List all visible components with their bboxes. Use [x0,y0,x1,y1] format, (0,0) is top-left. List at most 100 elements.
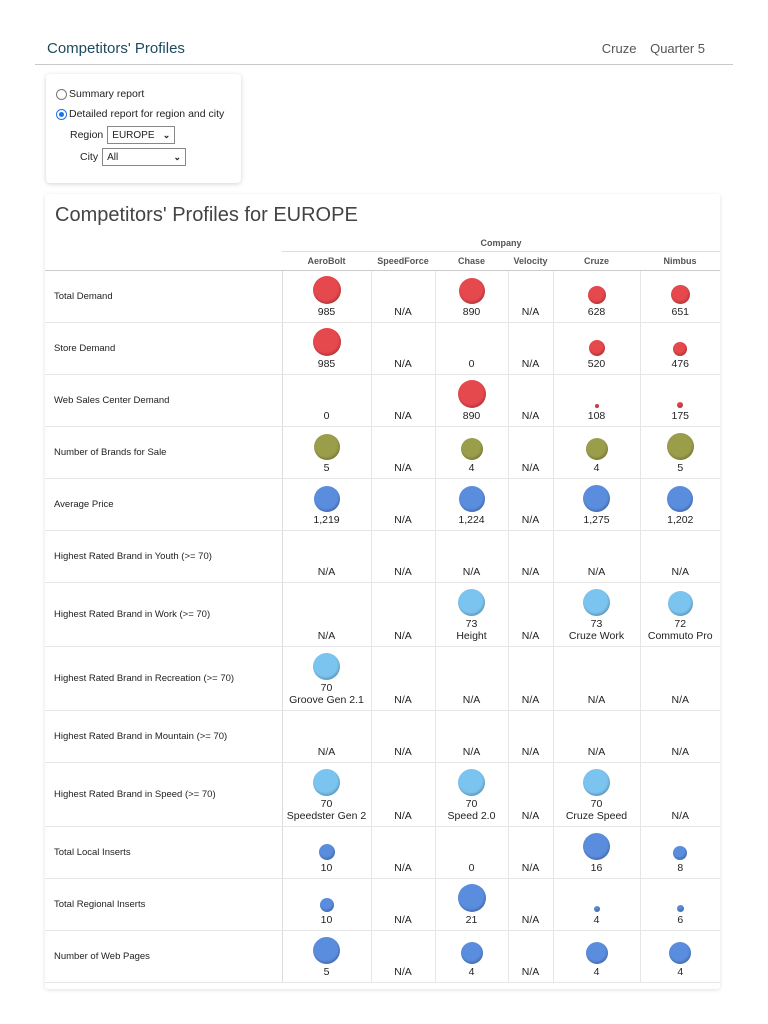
metric-label: Number of Brands for Sale [45,426,283,479]
table-row: Web Sales Center Demand 0 N/A 890 N/A 108 175 [45,374,720,427]
bubble-icon [669,941,692,964]
cell-value: N/A [394,913,412,926]
detailed-label: Detailed report for region and city [69,108,225,120]
bubble-icon [670,284,690,304]
data-cell: 520 [553,322,641,375]
data-cell: 0 [282,374,372,427]
data-cell: 985 [282,270,372,323]
bubble-icon [460,941,483,964]
summary-report-option[interactable]: Summary report [56,84,231,104]
cell-value: 70 [320,797,333,810]
cell-value: 4 [593,461,600,474]
table-row: Total Regional Inserts 10 N/A 21 N/A 4 6 [45,878,720,931]
page-title: Competitors' Profiles [47,40,185,57]
bubble-icon [458,768,485,796]
table-row: Highest Rated Brand in Youth (>= 70) N/A N… [45,530,720,583]
bubble-icon [458,485,485,512]
table-row: Highest Rated Brand in Recreation (>= 70… [45,646,720,711]
city-select[interactable]: All ⌄ [102,148,187,166]
bubble-icon [458,277,485,304]
data-cell: N/A [553,710,641,763]
metric-label: Total Local Inserts [45,826,283,879]
cell-value: N/A [394,965,412,978]
data-cell: 4 [553,426,641,479]
column-header-cruze: Cruze [553,252,640,271]
table-row: Average Price 1,219 N/A 1,224 N/A 1,275 1,202 [45,478,720,531]
data-cell: N/A [640,530,720,583]
data-cell: 651 [640,270,720,323]
cell-value: 890 [462,305,481,318]
table-row: Number of Web Pages 5 N/A 4 N/A 4 4 [45,930,720,983]
cell-value: 4 [468,965,475,978]
bubble-icon [585,437,608,460]
column-header-speedforce: SpeedForce [371,252,435,271]
data-cell: 72 Commuto Pro [640,582,720,647]
bubble-icon [313,652,340,680]
data-cell: 10 [282,878,372,931]
cell-value: 175 [671,409,690,422]
cell-value: 0 [468,357,475,370]
region-select[interactable]: EUROPE ⌄ [107,126,176,144]
data-cell: N/A [508,374,554,427]
detailed-radio[interactable] [56,108,67,120]
cell-value: 10 [320,861,333,874]
data-cell: 4 [640,930,720,983]
data-cell: N/A [508,762,554,827]
cell-value: 476 [671,357,690,370]
data-cell: N/A [435,710,509,763]
cell-value: N/A [394,629,412,642]
cell-value: N/A [521,745,540,758]
data-cell: N/A [508,530,554,583]
data-cell: 628 [553,270,641,323]
bubble-icon [583,588,610,616]
data-cell: N/A [282,530,372,583]
cell-value: 1,202 [667,513,694,526]
data-cell: N/A [371,762,436,827]
cell-value: 5 [677,461,684,474]
data-cell: N/A [371,930,436,983]
data-cell: N/A [508,710,554,763]
cell-value: N/A [587,745,606,758]
data-cell: 1,219 [282,478,372,531]
metric-label: Total Regional Inserts [45,878,283,931]
cell-value: 70 [465,797,478,810]
data-cell: N/A [508,878,554,931]
detailed-report-option[interactable]: Detailed report for region and city [56,104,231,124]
data-cell: N/A [640,710,720,763]
cell-value: 108 [587,409,606,422]
summary-radio[interactable] [56,88,67,100]
chevron-down-icon: ⌄ [173,151,182,162]
data-cell: N/A [371,582,436,647]
cell-value: N/A [671,565,689,578]
bubble-icon [313,485,340,512]
competitors-card: Competitors' Profiles for EUROPE Company… [45,194,720,989]
bubble-icon [677,401,684,408]
cell-value: N/A [671,745,689,758]
data-cell: N/A [371,646,436,711]
table-row: Number of Brands for Sale 5 N/A 4 N/A 4 5 [45,426,720,479]
data-cell: 890 [435,374,509,427]
column-header-chase: Chase [435,252,508,271]
brand-name: Speedster Gen 2 [286,809,367,822]
report-options-panel: Summary report Detailed report for regio… [46,74,241,183]
cell-value: 0 [468,861,475,874]
data-cell: 476 [640,322,720,375]
city-label: City [80,151,99,163]
bubble-icon [457,379,486,408]
bubble-icon [319,897,334,912]
bubble-icon [673,845,688,860]
cell-value: 520 [587,357,606,370]
cell-value: N/A [521,305,540,318]
bubble-icon [588,339,605,356]
cell-value: 8 [677,861,684,874]
cell-value: N/A [521,693,540,706]
cell-value: 5 [323,461,330,474]
data-cell: 1,275 [553,478,641,531]
bubble-icon [583,768,610,796]
metric-label: Web Sales Center Demand [45,374,283,427]
region-value: EUROPE [112,129,155,141]
cell-value: N/A [317,745,336,758]
cell-value: 70 [320,681,333,694]
cell-value: N/A [394,693,412,706]
data-cell: 6 [640,878,720,931]
